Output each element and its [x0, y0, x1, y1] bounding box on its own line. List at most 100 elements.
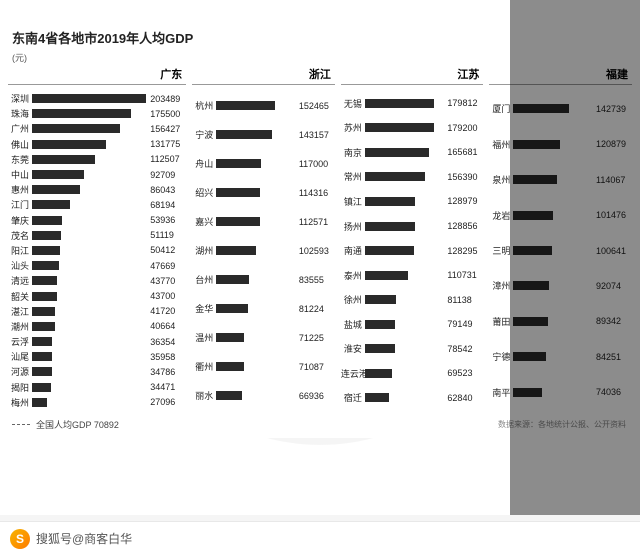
bar-track [513, 175, 592, 184]
city-row: 珠海175500 [8, 106, 186, 121]
city-row: 衢州71087 [192, 352, 335, 381]
bar-track [32, 231, 146, 240]
city-label: 常州 [341, 170, 365, 183]
city-row: 常州156390 [341, 165, 484, 190]
bar-track [513, 388, 592, 397]
city-label: 东莞 [8, 153, 32, 166]
bar-fill [365, 320, 396, 329]
sohu-logo-icon: S [10, 529, 30, 549]
city-label: 梅州 [8, 396, 32, 409]
city-label: 茂名 [8, 229, 32, 242]
bar-fill [365, 369, 392, 378]
value-label: 128856 [443, 221, 483, 231]
city-label: 宁波 [192, 128, 216, 141]
city-label: 汕尾 [8, 350, 32, 363]
bar-fill [216, 217, 259, 226]
bar-fill [32, 307, 55, 316]
value-label: 34786 [146, 367, 186, 377]
bar-track [216, 130, 295, 139]
city-row: 汕头47669 [8, 258, 186, 273]
bar-track [216, 333, 295, 342]
bar-track [513, 317, 592, 326]
bar-fill [216, 362, 243, 371]
city-row: 茂名51119 [8, 228, 186, 243]
city-label: 徐州 [341, 293, 365, 306]
value-label: 100641 [592, 246, 632, 256]
value-label: 62840 [443, 393, 483, 403]
city-label: 三明 [489, 244, 513, 257]
chart-container: 东南4省各地市2019年人均GDP (元) 广东深圳203489珠海175500… [0, 0, 640, 515]
bar-fill [32, 140, 106, 149]
value-label: 34471 [146, 382, 186, 392]
value-label: 78542 [443, 344, 483, 354]
city-label: 嘉兴 [192, 215, 216, 228]
bar-track [365, 222, 444, 231]
national-avg-label: 全国人均GDP 70892 [36, 418, 119, 431]
value-label: 41720 [146, 306, 186, 316]
city-row: 杭州152465 [192, 91, 335, 120]
bar-track [32, 307, 146, 316]
city-row: 惠州86043 [8, 182, 186, 197]
bar-fill [513, 140, 560, 149]
province-label: 广东 [8, 66, 186, 85]
bar-track [216, 362, 295, 371]
sohu-attribution-bar: S 搜狐号@商客白华 [0, 521, 640, 555]
value-label: 66936 [295, 391, 335, 401]
bar-track [513, 281, 592, 290]
city-row: 云浮36354 [8, 334, 186, 349]
city-row: 盐城79149 [341, 312, 484, 337]
city-row: 丽水 66936 [192, 381, 335, 410]
city-label: 丽水 [192, 389, 216, 402]
value-label: 53936 [146, 215, 186, 225]
value-label: 110731 [443, 270, 483, 280]
city-label: 广州 [8, 122, 32, 135]
value-label: 84251 [592, 352, 632, 362]
bar-fill [32, 367, 52, 376]
bar-track [365, 344, 444, 353]
city-label: 龙岩 [489, 209, 513, 222]
city-row: 东莞112507 [8, 152, 186, 167]
city-row: 佛山131775 [8, 137, 186, 152]
city-row: 泰州110731 [341, 263, 484, 288]
bar-fill [216, 275, 248, 284]
bar-track [513, 104, 592, 113]
bar-fill [513, 281, 549, 290]
bar-track [365, 393, 444, 402]
city-row: 韶关43700 [8, 288, 186, 303]
bar-track [216, 188, 295, 197]
city-row: 莆田89342 [489, 304, 632, 339]
bar-track [365, 148, 444, 157]
value-label: 71087 [295, 362, 335, 372]
value-label: 120879 [592, 139, 632, 149]
value-label: 83555 [295, 275, 335, 285]
value-label: 50412 [146, 245, 186, 255]
city-row: 厦门142739 [489, 91, 632, 126]
bar-track [32, 383, 146, 392]
value-label: 114067 [592, 175, 632, 185]
city-row: 淮安78542 [341, 336, 484, 361]
bar-track [32, 292, 146, 301]
bar-track [32, 124, 146, 133]
bar-track [513, 352, 592, 361]
city-row: 揭阳34471 [8, 380, 186, 395]
bar-fill [365, 148, 429, 157]
rows-container: 杭州152465宁波143157舟山117000绍兴114316嘉兴112571… [192, 91, 335, 410]
bar-track [216, 391, 295, 400]
city-label: 舟山 [192, 157, 216, 170]
value-label: 79149 [443, 319, 483, 329]
value-label: 156427 [146, 124, 186, 134]
bar-track [32, 337, 146, 346]
city-row: 宁德84251 [489, 339, 632, 374]
bar-fill [513, 317, 548, 326]
panel-zj: 浙江杭州152465宁波143157舟山117000绍兴114316嘉兴1125… [192, 66, 335, 410]
bar-fill [32, 337, 52, 346]
city-label: 河源 [8, 365, 32, 378]
value-label: 74036 [592, 387, 632, 397]
city-row: 苏州179200 [341, 116, 484, 141]
rows-container: 深圳203489珠海175500广州156427佛山131775东莞112507… [8, 91, 186, 410]
bar-track [513, 211, 592, 220]
city-label: 无锡 [341, 97, 365, 110]
value-label: 40664 [146, 321, 186, 331]
bar-fill [216, 188, 260, 197]
city-row: 徐州81138 [341, 287, 484, 312]
